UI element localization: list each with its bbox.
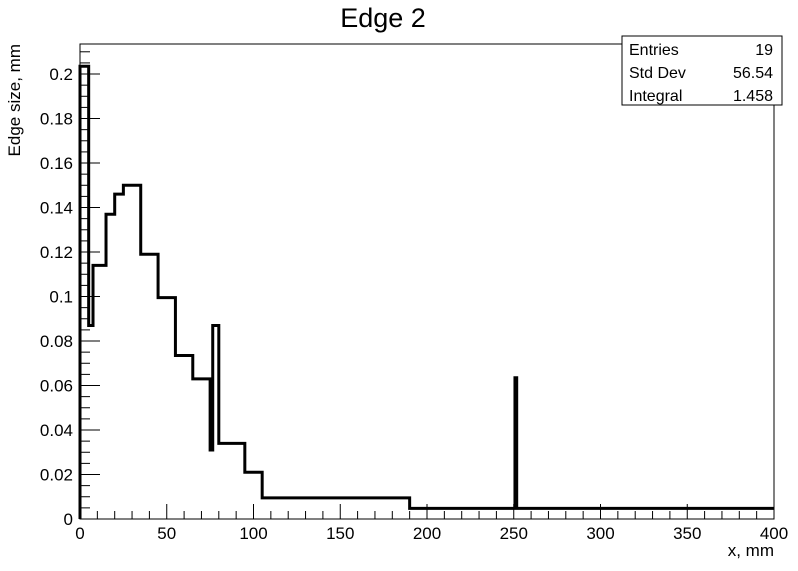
x-tick-label: 350: [673, 524, 701, 543]
stats-integral-value: 1.458: [733, 88, 773, 105]
stats-box: Entries 19 Std Dev 56.54 Integral 1.458: [621, 35, 783, 106]
stats-integral-label: Integral: [629, 88, 682, 105]
plot-frame: [79, 43, 775, 520]
y-tick-label: 0.02: [40, 466, 73, 485]
x-tick-label: 200: [413, 524, 441, 543]
y-axis: 0 0.02 0.04 0.06 0.08 0.1 0.12 0.14 0.16 0.18 0.2: [40, 51, 100, 529]
x-tick-label: 150: [326, 524, 354, 543]
y-tick-label: 0.14: [40, 199, 73, 218]
y-tick-label: 0.08: [40, 332, 73, 351]
y-tick-label: 0.18: [40, 110, 73, 129]
stats-stddev-value: 56.54: [733, 65, 773, 82]
x-tick-label: 100: [239, 524, 267, 543]
stats-entries-label: Entries: [629, 42, 679, 59]
x-tick-label: 300: [586, 524, 614, 543]
stats-entries-value: 19: [755, 42, 773, 59]
y-tick-label: 0.12: [40, 243, 73, 262]
chart-title: Edge 2: [340, 3, 426, 33]
histogram-series: [78, 64, 774, 519]
y-tick-label: 0.06: [40, 377, 73, 396]
y-tick-label: 0.16: [40, 154, 73, 173]
y-axis-label: Edge size, mm: [5, 44, 24, 156]
x-axis: 0 50 100 150 200 250 300 350 400: [75, 504, 788, 543]
x-tick-label: 400: [760, 524, 788, 543]
y-tick-label: 0.2: [49, 65, 73, 84]
y-tick-label: 0.1: [49, 288, 73, 307]
x-tick-label: 250: [500, 524, 528, 543]
histogram-step-line: [78, 64, 774, 519]
x-tick-label: 50: [157, 524, 176, 543]
y-tick-label: 0.04: [40, 421, 73, 440]
x-tick-label: 0: [75, 524, 84, 543]
y-tick-label: 0: [64, 510, 73, 529]
stats-stddev-label: Std Dev: [629, 65, 686, 82]
stats-box-frame: [621, 35, 783, 106]
x-axis-label: x, mm: [728, 541, 774, 560]
